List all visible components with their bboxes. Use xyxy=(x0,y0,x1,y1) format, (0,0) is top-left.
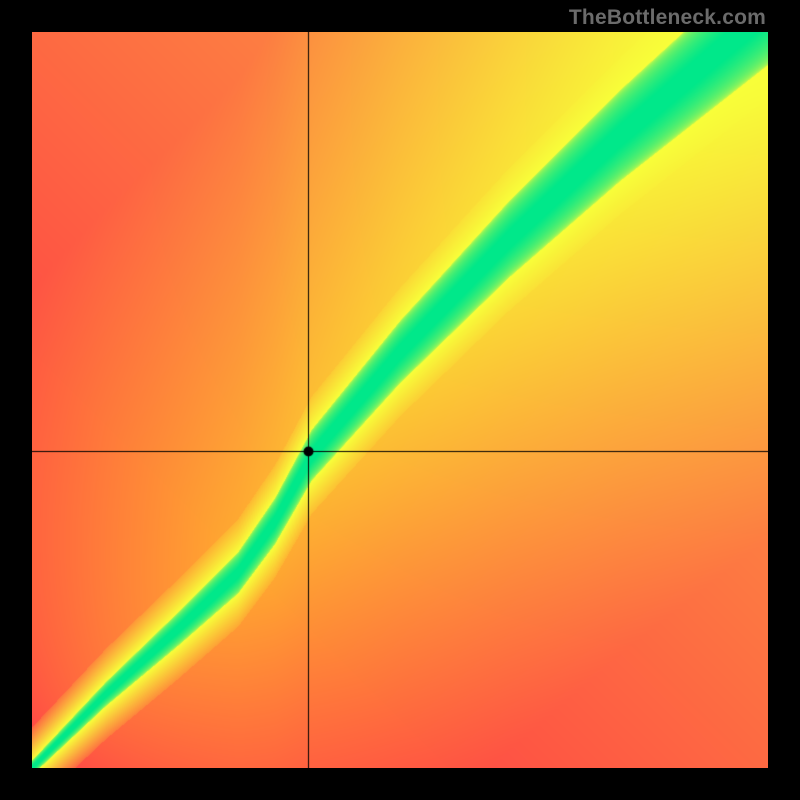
bottleneck-heatmap xyxy=(32,32,768,768)
watermark: TheBottleneck.com xyxy=(569,6,766,30)
heatmap-canvas xyxy=(32,32,768,768)
